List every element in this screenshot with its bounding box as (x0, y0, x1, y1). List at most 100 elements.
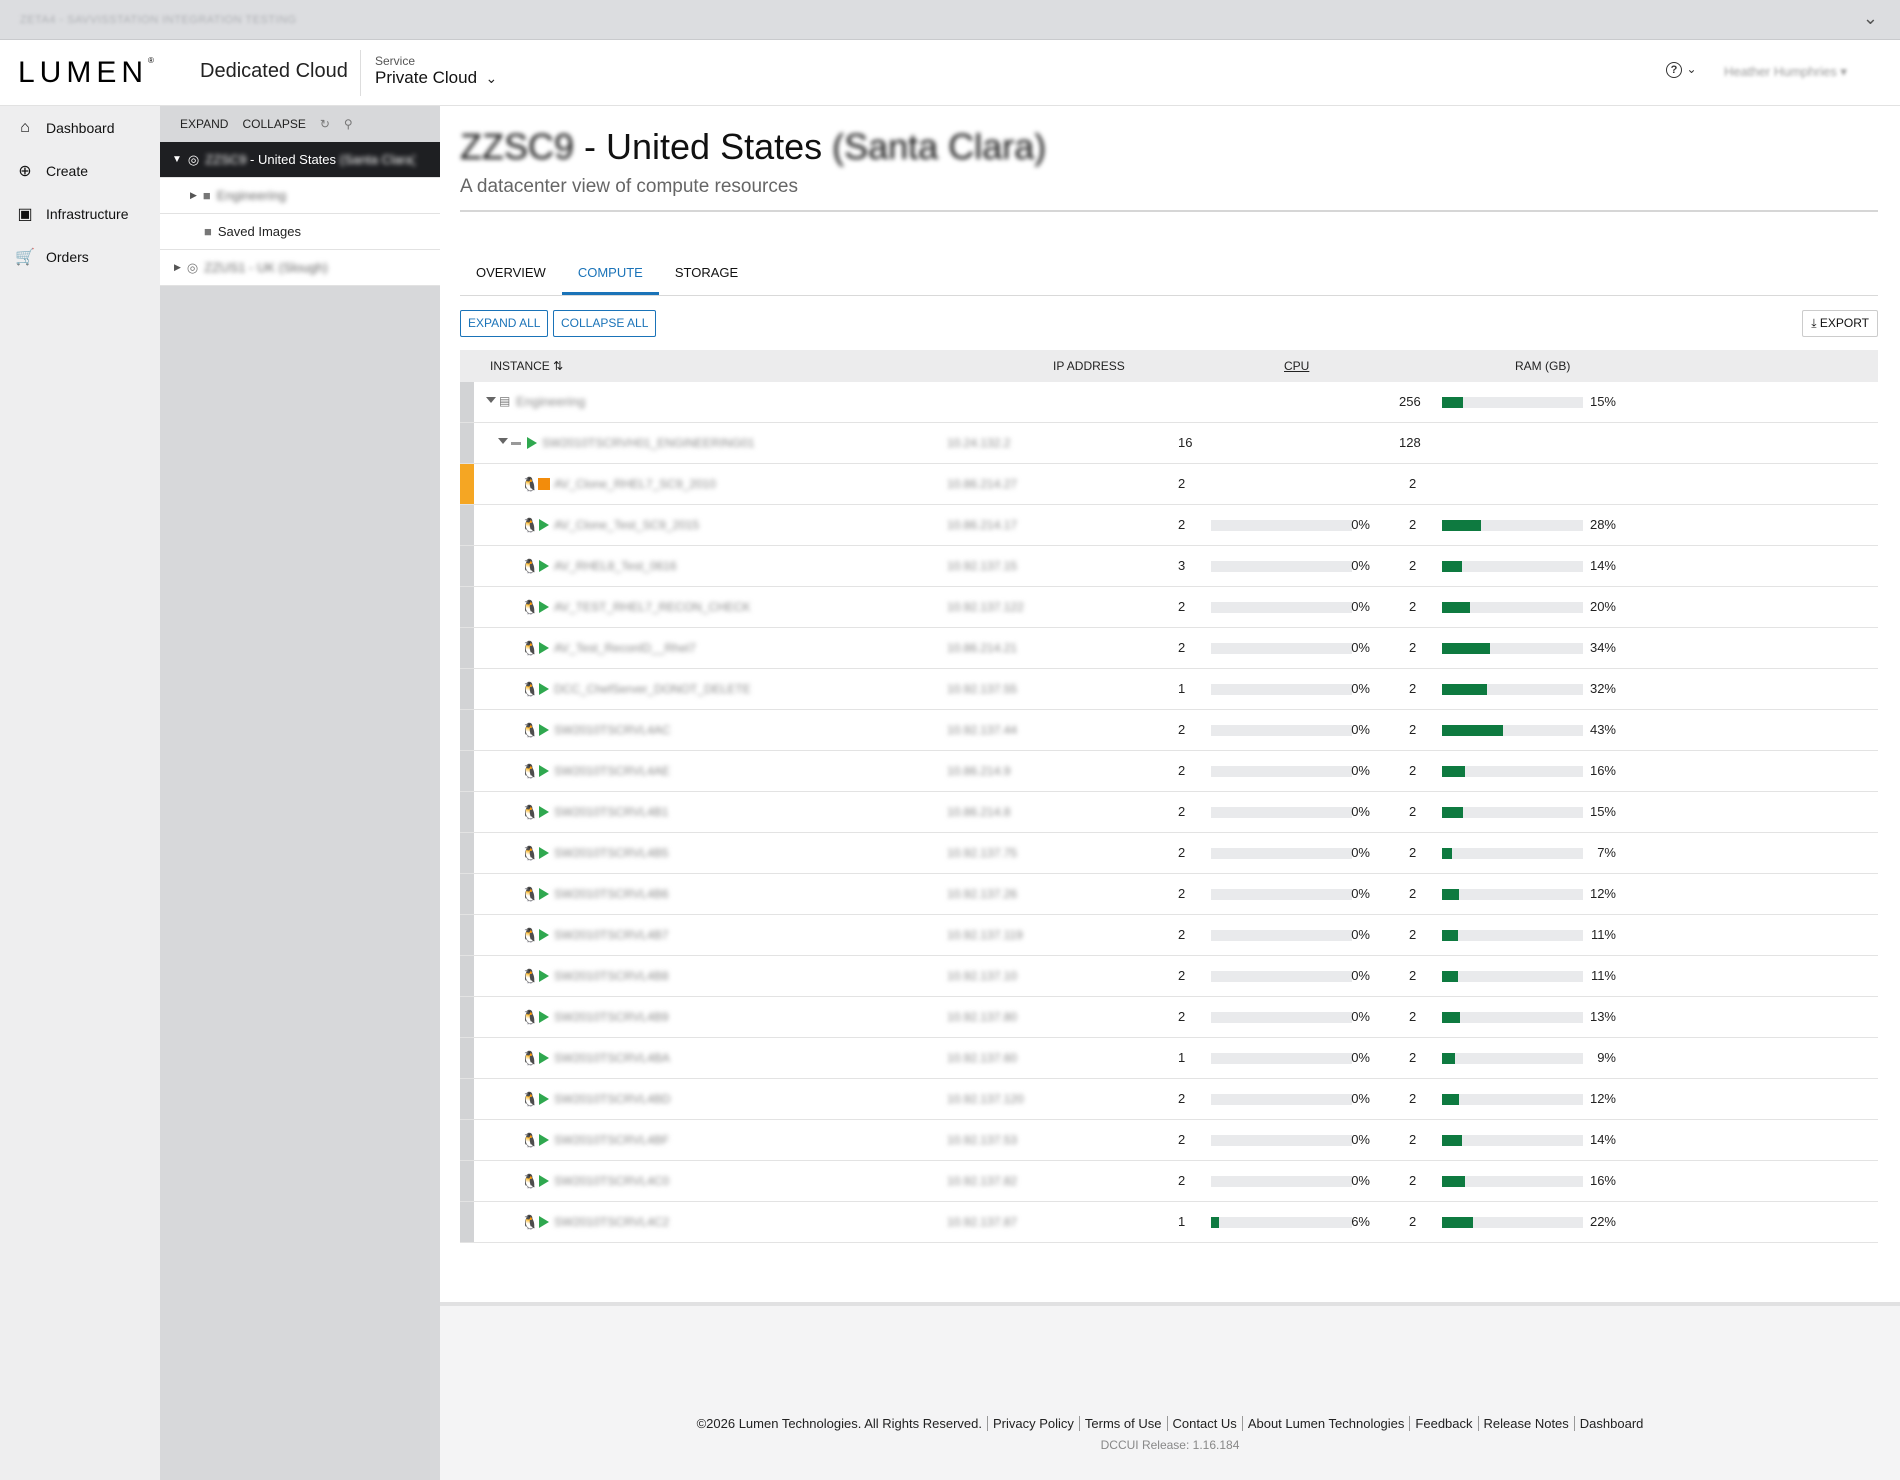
row-gutter (460, 1079, 474, 1119)
cpu-usage-pct: 0% (1351, 517, 1370, 532)
tree-collapse-button[interactable]: COLLAPSE (242, 117, 306, 131)
nav-item-orders[interactable]: 🛒 Orders (0, 235, 160, 278)
ram-usage-pct: 22% (1589, 1214, 1616, 1229)
linux-icon: 🐧 (521, 558, 539, 574)
footer-link-about[interactable]: About Lumen Technologies (1241, 1416, 1410, 1431)
cpu-usage-pct: 0% (1351, 1009, 1370, 1024)
running-icon (539, 888, 549, 900)
caret-down-icon[interactable]: ▼ (172, 154, 182, 165)
vm-cpu: 1 (1178, 681, 1186, 696)
ram-usage-bar-fill (1442, 561, 1462, 572)
row-gutter (460, 546, 474, 586)
ram-usage-pct: 43% (1589, 722, 1616, 737)
tree-item-engineering[interactable]: ▶ ■ Engineering (160, 178, 440, 214)
ram-usage-bar (1442, 520, 1583, 531)
running-icon (539, 519, 549, 531)
vm-row[interactable]: 🐧 SW2010TSCRVL4C2 10.92.137.87 1 6% 2 22% (460, 1202, 1878, 1243)
home-icon: ⌂ (20, 118, 30, 136)
group-row[interactable]: ▤ Engineering 256 15% (460, 382, 1878, 423)
vm-row[interactable]: 🐧 SW2010TSCRVL4BA 10.92.137.60 1 0% 2 9% (460, 1038, 1878, 1079)
vm-row[interactable]: 🐧 SW2010TSCRVL4B1 10.86.214.8 2 0% 2 15% (460, 792, 1878, 833)
user-menu[interactable]: Heather Humphries ▾ (1724, 64, 1847, 79)
linux-icon: 🐧 (521, 968, 539, 984)
tab-storage[interactable]: STORAGE (674, 265, 739, 280)
help-menu[interactable]: ? ⌄ (1666, 60, 1697, 78)
vm-cpu: 3 (1178, 558, 1186, 573)
vm-row[interactable]: 🐧 SW2010TSCRVL4C0 10.92.137.82 2 0% 2 16% (460, 1161, 1878, 1202)
vm-row[interactable]: 🐧 AV_Clone_Test_SC9_2015 10.86.214.17 2 0% 2 2… (460, 505, 1878, 546)
vm-row[interactable]: 🐧 SW2010TSCRVL4B8 10.92.137.10 2 0% 2 11% (460, 956, 1878, 997)
refresh-icon[interactable]: ↻ (319, 117, 330, 131)
vm-cpu: 2 (1178, 599, 1186, 614)
ram-usage-bar-fill (1442, 1053, 1455, 1064)
vm-row[interactable]: 🐧 SW2010TSCRVL4AE 10.86.214.9 2 0% 2 16% (460, 751, 1878, 792)
service-selector[interactable]: Service Private Cloud ⌄ (360, 50, 498, 96)
tree-item-saved-images[interactable]: ■ Saved Images (160, 214, 440, 250)
search-icon[interactable]: ⚲ (343, 117, 353, 131)
lumen-logo[interactable]: LUMEN® (18, 56, 154, 89)
tab-compute[interactable]: COMPUTE (561, 256, 659, 295)
footer-link-terms[interactable]: Terms of Use (1078, 1416, 1167, 1431)
chevron-down-icon[interactable]: ⌄ (1862, 8, 1878, 28)
column-header-ip[interactable]: IP ADDRESS (1053, 359, 1125, 373)
host-row[interactable]: ▬ SW2010TSCRVH01_ENGINEERING01 10.24.132.2… (460, 423, 1878, 464)
running-icon (539, 847, 549, 859)
app-header: LUMEN® Dedicated Cloud Service Private C… (0, 40, 1900, 106)
vm-row[interactable]: 🐧 SW2010TSCRVL4BF 10.92.137.53 2 0% 2 14% (460, 1120, 1878, 1161)
service-label: Service (375, 54, 416, 68)
tree-item-uk-datacenter[interactable]: ▶ ◎ ZZUS1 - UK (Slough) (160, 250, 440, 286)
tree-datacenter-location: (Santa Clara) (339, 152, 415, 167)
linux-icon: 🐧 (521, 886, 539, 902)
vm-ip: 10.92.137.122 (947, 600, 1024, 614)
tab-overview[interactable]: OVERVIEW (476, 265, 546, 280)
vm-row[interactable]: 🐧 DCC_ChefServer_DONOT_DELETE 10.92.137.55… (460, 669, 1878, 710)
collapse-all-button[interactable]: COLLAPSE ALL (553, 310, 657, 337)
tree-item-datacenter[interactable]: ▼ ◎ ZZSC9 - United States (Santa Clara) (160, 142, 440, 178)
title-location: (Santa Clara) (832, 126, 1047, 167)
ram-usage-bar-fill (1442, 725, 1503, 736)
vm-row[interactable]: 🐧 SW2010TSCRVL4BD 10.92.137.120 2 0% 2 12% (460, 1079, 1878, 1120)
vm-row[interactable]: 🐧 AV_Clone_RHEL7_SC9_2010 10.86.214.27 2 2 (460, 464, 1878, 505)
nav-label: Create (46, 162, 89, 179)
vm-row[interactable]: 🐧 AV_RHEL8_Test_0616 10.92.137.15 3 0% 2 14% (460, 546, 1878, 587)
footer-link-dashboard[interactable]: Dashboard (1573, 1416, 1649, 1431)
footer-links: ©2026 Lumen Technologies. All Rights Res… (440, 1416, 1900, 1431)
vm-row[interactable]: 🐧 SW2010TSCRVL4B7 10.92.137.119 2 0% 2 11% (460, 915, 1878, 956)
caret-down-icon[interactable] (498, 438, 508, 444)
vm-ram: 2 (1409, 886, 1417, 901)
vm-row[interactable]: 🐧 AV_TEST_RHEL7_RECON_CHECK 10.92.137.122 2… (460, 587, 1878, 628)
footer-link-contact[interactable]: Contact Us (1166, 1416, 1242, 1431)
linux-icon: 🐧 (521, 804, 539, 820)
nav-item-infrastructure[interactable]: ▣ Infrastructure (0, 192, 160, 235)
linux-icon: 🐧 (521, 681, 539, 697)
nav-item-dashboard[interactable]: ⌂ Dashboard (0, 106, 160, 149)
expand-all-button[interactable]: EXPAND ALL (460, 310, 549, 337)
vm-row[interactable]: 🐧 AV_Test_ReconID__Rhel7 10.86.214.21 2 0% 2 3… (460, 628, 1878, 669)
vm-row[interactable]: 🐧 SW2010TSCRVL4B5 10.92.137.75 2 0% 2 7% (460, 833, 1878, 874)
tree-expand-button[interactable]: EXPAND (180, 117, 229, 131)
compute-table: INSTANCE ⇅ IP ADDRESS CPU RAM (GB) ▤ Engi… (460, 350, 1878, 1243)
footer-link-privacy[interactable]: Privacy Policy (987, 1416, 1079, 1431)
ram-usage-bar (1442, 1176, 1583, 1187)
export-button[interactable]: ⤓ EXPORT (1802, 310, 1878, 337)
vm-ip: 10.92.137.55 (947, 682, 1018, 696)
linux-icon: 🐧 (521, 1214, 539, 1230)
column-header-instance[interactable]: INSTANCE ⇅ (490, 359, 564, 373)
ram-usage-bar-fill (1442, 1217, 1474, 1228)
caret-down-icon[interactable] (486, 397, 496, 403)
caret-right-icon[interactable]: ▶ (190, 190, 197, 200)
vm-row[interactable]: 🐧 SW2010TSCRVL4AC 10.92.137.44 2 0% 2 43% (460, 710, 1878, 751)
row-gutter (460, 1120, 474, 1160)
footer-link-release-notes[interactable]: Release Notes (1477, 1416, 1574, 1431)
caret-right-icon[interactable]: ▶ (174, 262, 181, 272)
vm-ip: 10.86.214.9 (947, 764, 1011, 778)
column-header-cpu[interactable]: CPU (1284, 359, 1310, 373)
footer-link-feedback[interactable]: Feedback (1409, 1416, 1478, 1431)
nav-item-create[interactable]: ⊕ Create (0, 149, 160, 192)
cpu-usage-bar (1211, 520, 1352, 531)
cpu-usage-pct: 0% (1351, 1050, 1370, 1065)
vm-row[interactable]: 🐧 SW2010TSCRVL4B9 10.92.137.80 2 0% 2 13% (460, 997, 1878, 1038)
vm-row[interactable]: 🐧 SW2010TSCRVL4B6 10.92.137.26 2 0% 2 12% (460, 874, 1878, 915)
vm-name: SW2010TSCRVL4C0 (554, 1174, 670, 1188)
column-header-ram[interactable]: RAM (GB) (1515, 359, 1571, 373)
